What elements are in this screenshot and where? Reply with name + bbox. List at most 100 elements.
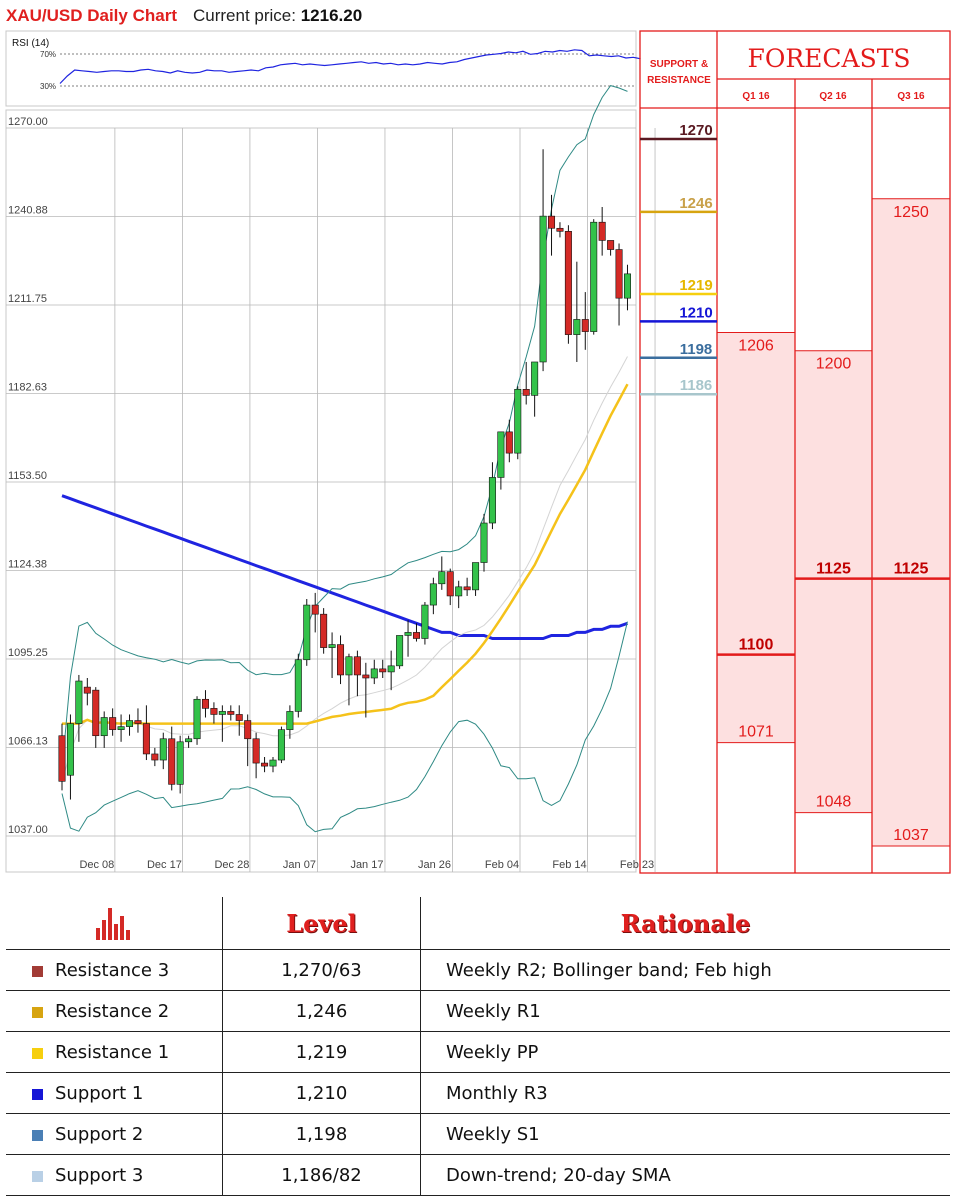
forecast-range xyxy=(717,332,795,743)
price-value: 1216.20 xyxy=(300,6,363,25)
candle-body xyxy=(488,477,496,524)
table-row: Support 2 1,198 Weekly S1 xyxy=(6,1113,950,1155)
table-row: Resistance 3 1,270/63 Weekly R2; Bolling… xyxy=(6,949,950,991)
candle-body xyxy=(412,632,420,639)
y-tick-label: 1066.13 xyxy=(8,736,48,748)
forecast-marks: 1206 1071 1100 1200 1048 1125 1250 1037 1125 xyxy=(717,198,950,847)
candle-body xyxy=(151,753,159,761)
forecast-median-label: 1125 xyxy=(894,561,929,578)
color-swatch xyxy=(32,965,43,977)
x-tick-label: Jan 17 xyxy=(350,859,383,871)
candle-body xyxy=(227,711,235,715)
rsi-upper-label: 70% xyxy=(40,50,56,59)
y-tick-label: 1153.50 xyxy=(8,470,47,482)
y-axis-labels: 1270.00 1240.88 1211.75 1182.63 1153.50 1124.… xyxy=(8,116,48,836)
table-header-row: Level Rationale xyxy=(6,897,950,950)
sr-label: 1270 xyxy=(679,122,712,139)
y-tick-label: 1270.00 xyxy=(8,116,48,128)
candle-body xyxy=(514,389,522,454)
row-rationale: Weekly PP xyxy=(420,1031,950,1073)
row-rationale: Monthly R3 xyxy=(420,1072,950,1114)
level-header-text: Level xyxy=(286,908,357,938)
row-rationale: Down-trend; 20-day SMA xyxy=(420,1154,950,1196)
levels-table: Level Rationale Resistance 3 1,270/63 We… xyxy=(6,897,950,1196)
candle-body xyxy=(438,571,446,585)
indicator-lines xyxy=(61,85,629,833)
candle-body xyxy=(590,221,598,332)
candle-body xyxy=(463,586,471,591)
forecast-range xyxy=(795,350,872,813)
candle-body xyxy=(134,720,142,724)
candle-body xyxy=(607,240,615,250)
q1-header: Q1 16 xyxy=(742,91,770,102)
q2-header: Q2 16 xyxy=(819,91,847,102)
candle-body xyxy=(548,215,556,229)
bollinger-upper xyxy=(61,85,628,770)
sr-title-line1: SUPPORT & xyxy=(650,59,708,70)
table-row: Resistance 2 1,246 Weekly R1 xyxy=(6,990,950,1032)
forecasts-title: FORECASTS xyxy=(747,44,910,73)
candle-body xyxy=(556,227,564,232)
rsi-lower-label: 30% xyxy=(40,82,56,91)
sma-20-line xyxy=(61,356,628,782)
candle-body xyxy=(303,604,311,661)
candle-body xyxy=(176,741,184,785)
x-tick-label: Feb 23 xyxy=(620,859,654,871)
forecast-high-label: 1200 xyxy=(816,356,852,373)
candle-body xyxy=(505,431,513,454)
forecast-range xyxy=(872,198,950,847)
forecast-median-label: 1125 xyxy=(816,561,851,578)
chart-area: RSI (14) 70% 30% 1270.00 1240.88 1211.75 11… xyxy=(5,30,951,874)
candle-body xyxy=(531,361,539,396)
candle-body xyxy=(387,665,395,673)
color-swatch xyxy=(32,1129,43,1141)
candle-body xyxy=(142,723,150,755)
sr-label: 1198 xyxy=(680,341,713,358)
row-name: Resistance 2 xyxy=(55,1000,170,1022)
color-swatch xyxy=(32,1170,43,1182)
candle-body xyxy=(235,714,243,721)
x-tick-label: Jan 26 xyxy=(418,859,451,871)
row-name: Support 1 xyxy=(55,1082,144,1104)
sr-label: 1219 xyxy=(679,277,712,294)
x-tick-label: Feb 04 xyxy=(485,859,519,871)
table-row: Support 1 1,210 Monthly R3 xyxy=(6,1072,950,1114)
row-level: 1,270/63 xyxy=(222,949,421,991)
row-level: 1,186/82 xyxy=(222,1154,421,1196)
chart-header: XAU/USD Daily Chart Current price: 1216.2… xyxy=(6,4,362,28)
x-tick-label: Jan 07 xyxy=(283,859,316,871)
sr-label: 1186 xyxy=(680,377,713,394)
candle-body xyxy=(58,735,66,782)
rsi-panel: RSI (14) 70% 30% xyxy=(5,30,641,107)
table-row: Support 3 1,186/82 Down-trend; 20-day SM… xyxy=(6,1154,950,1196)
row-rationale: Weekly S1 xyxy=(420,1113,950,1155)
price-label: Current price: xyxy=(192,6,296,25)
candle-body xyxy=(421,604,429,639)
y-tick-label: 1124.38 xyxy=(8,559,47,571)
row-level: 1,198 xyxy=(222,1113,421,1155)
x-tick-label: Dec 17 xyxy=(147,859,182,871)
forecast-high-label: 1206 xyxy=(738,337,774,354)
row-level: 1,219 xyxy=(222,1031,421,1073)
forecast-panel: SUPPORT & RESISTANCE FORECASTS Q1 16 Q2 … xyxy=(639,30,951,874)
candle-body xyxy=(92,689,100,737)
candle-body xyxy=(615,249,623,299)
forecast-low-label: 1037 xyxy=(893,827,929,844)
candle-body xyxy=(472,562,480,591)
y-tick-label: 1211.75 xyxy=(8,293,47,305)
candle-body xyxy=(261,762,269,767)
table-row: Resistance 1 1,219 Weekly PP xyxy=(6,1031,950,1073)
candle-body xyxy=(66,723,74,776)
color-swatch xyxy=(32,1047,43,1059)
rsi-label: RSI (14) xyxy=(12,38,49,49)
candle-body xyxy=(396,635,404,667)
candle-body xyxy=(455,586,463,597)
candle-body xyxy=(362,674,370,679)
candle-body xyxy=(159,738,167,761)
x-tick-label: Dec 08 xyxy=(79,859,114,871)
sr-label: 1210 xyxy=(679,304,712,321)
y-tick-label: 1240.88 xyxy=(8,205,48,217)
sma-55-line xyxy=(62,383,629,725)
candle-body xyxy=(109,717,117,730)
candle-body xyxy=(286,711,294,730)
